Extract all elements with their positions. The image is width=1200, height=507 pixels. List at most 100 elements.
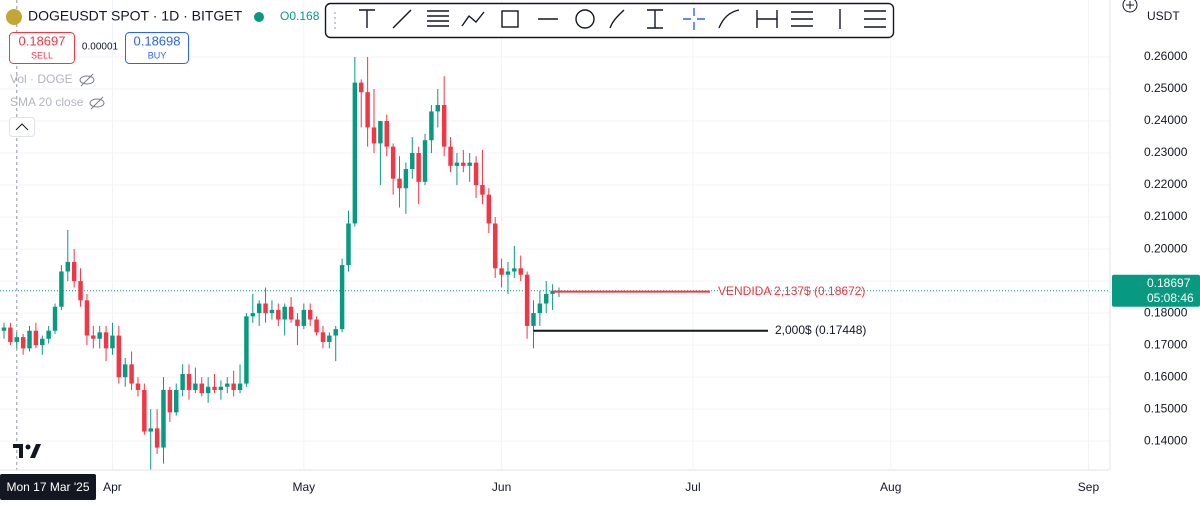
x-tick-label: May — [292, 480, 315, 494]
drawing-toolbar — [324, 2, 895, 39]
candle-body — [531, 313, 536, 326]
add-icon — [1126, 1, 1134, 9]
candle-body — [429, 111, 434, 141]
candle-body — [1, 327, 7, 331]
buy-price[interactable]: 0.18698 — [134, 33, 181, 48]
position-label: 2,000$ (0.17448) — [775, 323, 866, 337]
price-label: 0.18697 — [1147, 276, 1191, 290]
candle-body — [486, 194, 492, 224]
y-tick-label: 0.22000 — [1144, 177, 1188, 191]
candle-body — [205, 386, 211, 394]
candle-body — [410, 153, 415, 170]
candle-body — [110, 335, 115, 349]
candle-body — [52, 306, 58, 331]
y-tick-label: 0.25000 — [1144, 81, 1188, 95]
y-tick-label: 0.20000 — [1144, 241, 1188, 255]
candle-body — [448, 146, 453, 166]
candle-body — [225, 383, 230, 387]
sell-price[interactable]: 0.18697 — [19, 33, 66, 48]
candle-body — [327, 335, 332, 342]
candle-body — [142, 389, 147, 432]
candle-body — [467, 162, 472, 166]
candle-body — [352, 82, 358, 224]
candle-body — [135, 383, 141, 390]
price-label-box — [1112, 274, 1200, 307]
candle-body — [180, 373, 185, 390]
candle-body — [346, 223, 351, 266]
tv-logo — [13, 444, 41, 458]
crosshair-date-box — [0, 474, 96, 500]
candle-body — [212, 386, 217, 390]
candle-body — [8, 327, 13, 342]
candle-body — [244, 316, 249, 384]
sell-label[interactable]: SELL — [31, 50, 53, 60]
candle-body — [129, 364, 134, 384]
candle-body — [499, 268, 504, 275]
top-right: USDT — [1122, 0, 1180, 23]
candle-body — [154, 428, 160, 448]
x-tick-label: Jun — [492, 480, 511, 494]
candle-body — [167, 389, 173, 413]
candle-body — [65, 261, 71, 272]
y-tick-label: 0.18000 — [1144, 305, 1188, 319]
symbol-icon — [6, 9, 22, 25]
candle-body — [365, 92, 370, 128]
candle-body — [199, 383, 204, 394]
y-tick-label: 0.21000 — [1144, 209, 1188, 223]
candle-body — [384, 121, 389, 147]
candle-body — [314, 319, 319, 333]
candle-body — [480, 185, 485, 195]
candle-body — [103, 332, 109, 349]
x-tick-label: Apr — [103, 480, 122, 494]
collapse-button[interactable] — [9, 117, 35, 137]
candle-body — [276, 309, 281, 320]
crosshair-date: Mon 17 Mar '25 — [7, 480, 90, 494]
candle-body — [473, 162, 479, 186]
candle-body — [148, 428, 153, 432]
candle-body — [371, 127, 377, 144]
spread: 0.00001 — [82, 42, 119, 53]
candle-body — [256, 303, 262, 314]
candle-body — [544, 293, 549, 304]
candle-body — [288, 306, 294, 320]
countdown: 05:08:46 — [1147, 291, 1194, 305]
candle-body — [78, 281, 83, 301]
indicator[interactable]: SMA 20 close — [10, 95, 84, 109]
candle-body — [263, 303, 268, 314]
candle-body — [416, 153, 421, 182]
candle-body — [186, 373, 192, 390]
currency[interactable]: USDT — [1147, 9, 1180, 23]
candle-body — [40, 338, 45, 346]
candle-body — [505, 271, 511, 275]
candle-body — [512, 268, 517, 272]
candle-body — [524, 274, 530, 326]
candle-body — [91, 335, 96, 339]
x-tick-label: Aug — [880, 480, 901, 494]
candle-body — [492, 223, 498, 269]
candle-body — [84, 300, 90, 336]
candle-body — [301, 309, 307, 326]
indicator[interactable]: Vol · DOGE — [10, 72, 73, 86]
candle-body — [403, 169, 409, 189]
candle-body — [231, 383, 236, 390]
collapse-icon — [15, 123, 29, 131]
candle-body — [250, 313, 256, 317]
candle-body — [33, 330, 39, 346]
candle-body — [461, 162, 466, 166]
y-tick-label: 0.23000 — [1144, 145, 1188, 159]
candle-body — [390, 146, 396, 179]
candle-body — [295, 319, 300, 326]
candle-body — [454, 162, 460, 166]
candle-body — [14, 337, 19, 342]
buy-button[interactable] — [125, 32, 189, 64]
candle-body — [397, 178, 402, 189]
y-tick-label: 0.15000 — [1144, 401, 1188, 415]
sell-button[interactable] — [9, 32, 75, 64]
candle-body — [333, 329, 338, 336]
candle-body — [218, 386, 224, 390]
buy-label[interactable]: BUY — [148, 50, 167, 60]
candle-body — [59, 271, 64, 307]
symbol[interactable]: DOGEUSDT SPOT · 1D · BITGET — [28, 8, 243, 24]
candle-body — [422, 140, 428, 182]
